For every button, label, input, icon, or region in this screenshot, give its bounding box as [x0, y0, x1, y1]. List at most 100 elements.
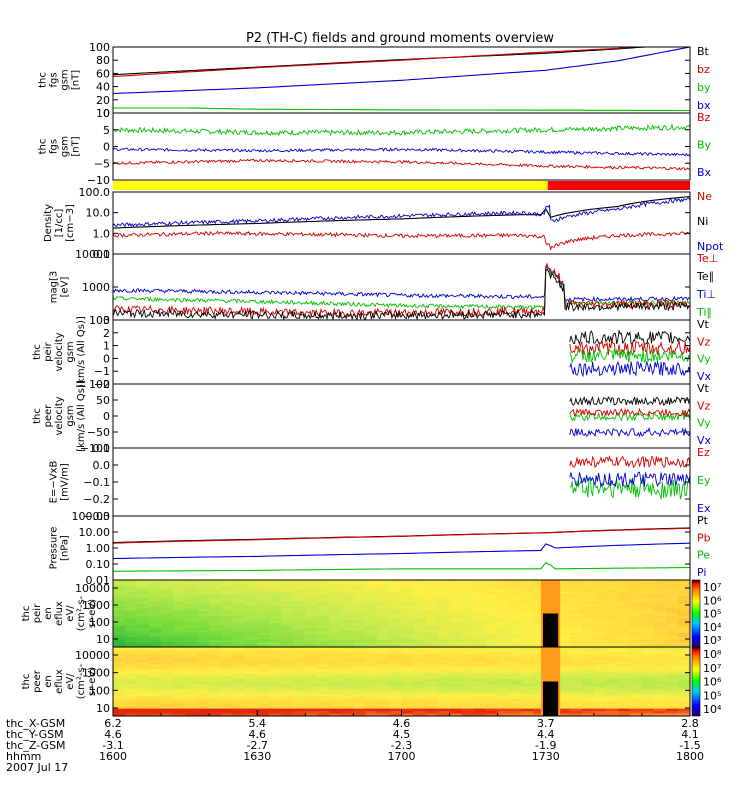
spectrogram-cell [341, 664, 355, 668]
spectrogram-cell [617, 696, 631, 700]
spectrogram-cell [581, 706, 595, 710]
spectrogram-cell [497, 630, 511, 634]
spectrogram-cell [449, 601, 463, 605]
spectrogram-cell [281, 654, 294, 658]
spectrogram-cell [329, 688, 342, 692]
spectrogram-8 [113, 580, 690, 647]
spectrogram-cell [161, 647, 174, 651]
spectrogram-cell [617, 627, 631, 631]
spectrogram-cell [557, 591, 571, 595]
spectrogram-cell [617, 651, 631, 655]
spectrogram-cell [149, 706, 162, 710]
spectrogram-cell [137, 580, 150, 583]
spectrogram-cell [617, 594, 631, 598]
spectrogram-cell [629, 627, 643, 631]
spectrogram-cell [269, 613, 282, 617]
spectrogram-cell [197, 625, 210, 629]
spectrogram-cell [605, 594, 619, 598]
spectrogram-cell [233, 686, 246, 690]
spectrogram-cell [677, 637, 690, 641]
spectrogram-cell [581, 615, 595, 619]
spectrogram-cell [557, 599, 571, 603]
spectrogram-cell [197, 656, 210, 660]
ephemeris-value: 1700 [388, 750, 416, 763]
spectrogram-cell [113, 611, 126, 615]
spectrogram-cell [185, 591, 198, 595]
spectrogram-cell [605, 608, 619, 612]
spectrogram-cell [293, 635, 306, 639]
spectrogram-cell [533, 647, 547, 651]
spectrogram-cell [629, 693, 643, 697]
spectrogram-cell [521, 623, 535, 627]
spectrogram-cell [605, 601, 619, 605]
spectrogram-cell [461, 625, 475, 629]
spectrogram-cell [425, 644, 439, 647]
spectrogram-cell [485, 681, 499, 685]
spectrogram-cell [401, 591, 415, 595]
spectrogram-cell [245, 618, 258, 622]
spectrogram-cell [317, 613, 330, 617]
spectrogram-cell [389, 701, 403, 705]
spectrogram-cell [281, 664, 294, 668]
spectrogram-cell [521, 688, 535, 692]
spectrogram-cell [365, 656, 379, 660]
legend-Vz: Vz [697, 399, 711, 412]
spectrogram-cell [353, 642, 367, 646]
spectrogram-cell [425, 639, 439, 643]
spectrogram-cell [221, 688, 234, 692]
spectrogram-cell [605, 681, 619, 685]
spectrogram-cell [665, 703, 679, 707]
spectrogram-cell [209, 691, 222, 695]
spectrogram-cell [449, 656, 463, 660]
spectrogram-cell [377, 637, 391, 641]
spectrogram-cell [641, 708, 655, 712]
spectrogram-cell [173, 674, 186, 678]
spectrogram-cell [629, 659, 643, 663]
spectrogram-cell [365, 696, 379, 700]
spectrogram-cell [281, 706, 294, 710]
spectrogram-cell [353, 625, 367, 629]
spectrogram-cell [137, 688, 150, 692]
spectrogram-cell [221, 606, 234, 610]
spectrogram-cell [317, 669, 330, 673]
spectrogram-cell [521, 611, 535, 615]
series-Te⊥ [113, 262, 690, 319]
spectrogram-cell [413, 693, 427, 697]
spectrogram-cell [197, 651, 210, 655]
spectrogram-cell [125, 679, 138, 683]
spectrogram-cell [677, 674, 690, 678]
spectrogram-cell [281, 635, 294, 639]
spectrogram-cell [449, 589, 463, 593]
spectrogram-cell [437, 615, 451, 619]
spectrogram-cell [269, 686, 282, 690]
spectrogram-cell [509, 683, 523, 688]
spectrogram-cell [485, 594, 499, 598]
y-tick-label: −0.2 [83, 493, 110, 506]
spectrogram-cell [377, 659, 391, 663]
spectrogram-cell [641, 647, 655, 651]
spectrogram-cell [161, 711, 174, 715]
spectrogram-cell [113, 669, 126, 673]
spectrogram-cell [593, 594, 607, 598]
spectrogram-cell [389, 671, 403, 675]
spectrogram-cell [509, 651, 523, 655]
spectrogram-cell [653, 681, 667, 685]
spectrogram-cell [401, 686, 415, 690]
spectrogram-cell [521, 676, 535, 680]
spectrogram-cell [653, 656, 667, 660]
spectrogram-cell [677, 701, 690, 705]
spectrogram-cell [665, 683, 679, 688]
spectrogram-cell [617, 701, 631, 705]
spectrogram-cell [365, 639, 379, 643]
spectrogram-cell [377, 603, 391, 607]
spectrogram-cell [521, 703, 535, 707]
spectrogram-cell [557, 589, 571, 593]
spectrogram-cell [569, 706, 583, 710]
spectrogram-cell [281, 649, 294, 653]
spectrogram-cell [653, 674, 667, 678]
spectrogram-cell [677, 591, 690, 595]
spectrogram-cell [281, 637, 294, 641]
spectrogram-cell [461, 661, 475, 665]
spectrogram-cell [221, 591, 234, 595]
spectrogram-cell [113, 691, 126, 695]
